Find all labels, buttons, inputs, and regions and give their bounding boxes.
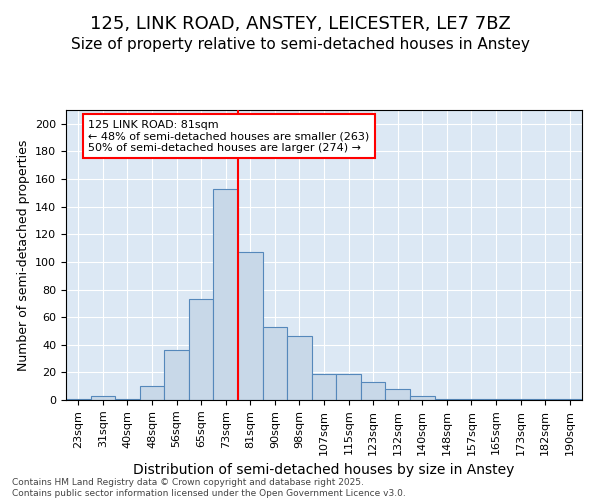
Bar: [336, 374, 361, 400]
Bar: [508, 398, 533, 400]
Bar: [533, 398, 557, 400]
Bar: [459, 398, 484, 400]
Bar: [557, 398, 582, 400]
Bar: [66, 398, 91, 400]
Text: Contains HM Land Registry data © Crown copyright and database right 2025.
Contai: Contains HM Land Registry data © Crown c…: [12, 478, 406, 498]
Bar: [140, 386, 164, 400]
Bar: [164, 350, 189, 400]
Text: 125 LINK ROAD: 81sqm
← 48% of semi-detached houses are smaller (263)
50% of semi: 125 LINK ROAD: 81sqm ← 48% of semi-detac…: [88, 120, 370, 153]
Bar: [214, 188, 238, 400]
X-axis label: Distribution of semi-detached houses by size in Anstey: Distribution of semi-detached houses by …: [133, 463, 515, 477]
Bar: [91, 396, 115, 400]
Bar: [263, 327, 287, 400]
Bar: [287, 336, 312, 400]
Bar: [385, 389, 410, 400]
Bar: [115, 398, 140, 400]
Text: 125, LINK ROAD, ANSTEY, LEICESTER, LE7 7BZ: 125, LINK ROAD, ANSTEY, LEICESTER, LE7 7…: [89, 15, 511, 33]
Y-axis label: Number of semi-detached properties: Number of semi-detached properties: [17, 140, 29, 370]
Bar: [189, 299, 214, 400]
Text: Size of property relative to semi-detached houses in Anstey: Size of property relative to semi-detach…: [71, 38, 529, 52]
Bar: [312, 374, 336, 400]
Bar: [434, 398, 459, 400]
Bar: [238, 252, 263, 400]
Bar: [410, 396, 434, 400]
Bar: [361, 382, 385, 400]
Bar: [484, 398, 508, 400]
